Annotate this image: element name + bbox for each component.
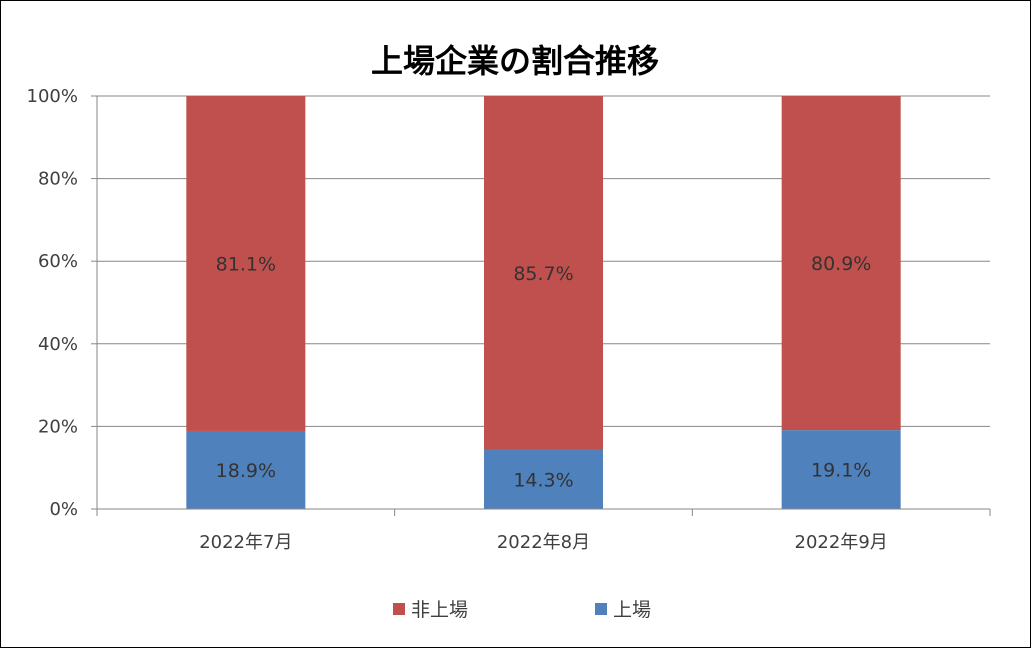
bar-segment — [484, 449, 603, 509]
data-labels: 18.9% 81.1% 14.3% 85.7% 19.1% 80.9% — [216, 253, 872, 491]
bar-segment — [781, 430, 901, 509]
data-label: 81.1% — [216, 253, 276, 275]
chart-title: 上場企業の割合推移 — [371, 42, 659, 80]
axes: 0% 20% 40% 60% 80% 100% 2022年7月 2022年8月 2022年9月 — [27, 86, 991, 553]
x-category-label: 2022年8月 — [497, 532, 590, 553]
x-category-label: 2022年7月 — [199, 532, 292, 553]
y-tick-label: 20% — [38, 416, 78, 437]
y-tick-label: 100% — [27, 86, 78, 107]
legend-swatch — [393, 603, 405, 615]
y-tick-label: 40% — [38, 334, 78, 355]
y-tick-label: 80% — [38, 169, 78, 190]
y-tick-label: 0% — [49, 499, 78, 520]
data-label: 14.3% — [513, 469, 573, 491]
data-label: 19.1% — [811, 460, 871, 482]
data-label: 85.7% — [513, 263, 573, 285]
legend-label: 上場 — [613, 599, 651, 621]
bars — [186, 96, 901, 509]
bar-segment — [484, 96, 603, 450]
bar-segment — [186, 96, 306, 431]
data-label: 80.9% — [811, 253, 871, 275]
x-category-label: 2022年9月 — [795, 532, 888, 553]
legend-label: 非上場 — [411, 599, 468, 621]
data-label: 18.9% — [216, 460, 276, 482]
bar-segment — [186, 430, 306, 509]
legend-swatch — [595, 603, 607, 615]
legend: 非上場 上場 — [393, 599, 651, 621]
y-tick-label: 60% — [38, 251, 78, 272]
bar-segment — [781, 96, 901, 431]
